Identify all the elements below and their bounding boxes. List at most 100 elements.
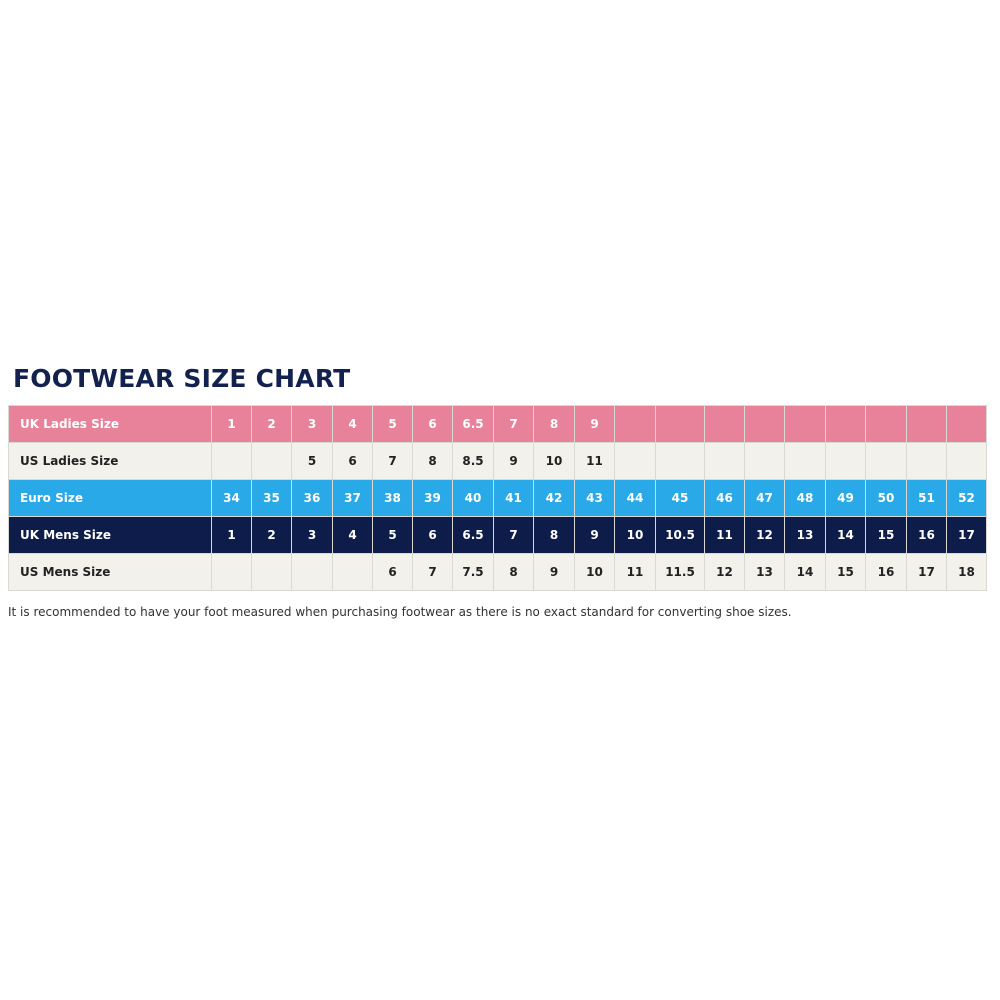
table-cell (784, 442, 826, 480)
table-cell: 51 (906, 479, 947, 517)
table-cell: 37 (332, 479, 373, 517)
table-cell (251, 553, 292, 591)
table-cell (291, 553, 333, 591)
table-cell: 8 (533, 516, 575, 554)
table-cell: 7 (493, 516, 534, 554)
table-cell: 18 (946, 553, 987, 591)
table-cell: 8 (533, 405, 575, 443)
table-row-uk-ladies-size: UK Ladies Size 1 2 3 4 5 6 6.5 7 8 9 (8, 405, 987, 443)
table-cell: 38 (372, 479, 413, 517)
table-cell: 7 (412, 553, 453, 591)
table-cell (704, 442, 745, 480)
table-cell: 6 (412, 516, 453, 554)
table-row-uk-mens-size: UK Mens Size 1 2 3 4 5 6 6.5 7 8 9 10 10.5 11 12 13 14 15… (8, 516, 987, 554)
table-cell: 17 (906, 553, 947, 591)
table-cell: 8 (412, 442, 453, 480)
table-cell: 14 (784, 553, 826, 591)
table-cell: 5 (372, 405, 413, 443)
table-cell: 46 (704, 479, 745, 517)
table-cell: 48 (784, 479, 826, 517)
table-cell: 11 (574, 442, 615, 480)
table-cell: 40 (452, 479, 494, 517)
table-cell: 2 (251, 405, 292, 443)
table-cell (906, 442, 947, 480)
table-cell: 11 (704, 516, 745, 554)
table-cell: 17 (946, 516, 987, 554)
table-cell: 9 (574, 516, 615, 554)
table-cell: 8 (493, 553, 534, 591)
table-cell: 6 (332, 442, 373, 480)
table-cell (946, 442, 987, 480)
table-cell (825, 405, 866, 443)
table-row-us-ladies-size: US Ladies Size 5 6 7 8 8.5 9 10 11 (8, 442, 987, 480)
table-cell: 10.5 (655, 516, 705, 554)
table-cell: 7 (493, 405, 534, 443)
table-cell: 5 (372, 516, 413, 554)
size-chart-table: UK Ladies Size 1 2 3 4 5 6 6.5 7 8 9 US Ladies Size… (8, 405, 987, 591)
row-label: UK Mens Size (8, 516, 212, 554)
table-cell: 39 (412, 479, 453, 517)
table-cell: 47 (744, 479, 785, 517)
table-cell (744, 405, 785, 443)
table-cell (655, 442, 705, 480)
table-cell: 14 (825, 516, 866, 554)
table-cell: 4 (332, 405, 373, 443)
table-cell: 9 (533, 553, 575, 591)
table-cell (865, 405, 907, 443)
table-cell: 43 (574, 479, 615, 517)
table-cell: 12 (744, 516, 785, 554)
table-cell: 10 (614, 516, 656, 554)
table-cell: 50 (865, 479, 907, 517)
table-cell: 6.5 (452, 405, 494, 443)
table-cell: 13 (784, 516, 826, 554)
table-cell: 7.5 (452, 553, 494, 591)
table-cell (784, 405, 826, 443)
table-cell: 42 (533, 479, 575, 517)
table-cell: 10 (533, 442, 575, 480)
table-cell (825, 442, 866, 480)
table-cell: 44 (614, 479, 656, 517)
table-cell: 16 (906, 516, 947, 554)
table-cell: 4 (332, 516, 373, 554)
table-cell: 11.5 (655, 553, 705, 591)
table-cell: 35 (251, 479, 292, 517)
table-cell: 1 (211, 516, 252, 554)
table-cell: 10 (574, 553, 615, 591)
table-cell: 15 (865, 516, 907, 554)
table-cell: 6.5 (452, 516, 494, 554)
table-cell: 9 (574, 405, 615, 443)
table-cell (614, 405, 656, 443)
table-cell: 3 (291, 405, 333, 443)
table-cell (614, 442, 656, 480)
table-cell: 16 (865, 553, 907, 591)
table-cell: 36 (291, 479, 333, 517)
table-cell: 12 (704, 553, 745, 591)
table-cell (211, 553, 252, 591)
table-cell: 13 (744, 553, 785, 591)
row-label: UK Ladies Size (8, 405, 212, 443)
table-cell: 6 (412, 405, 453, 443)
table-cell (655, 405, 705, 443)
table-cell: 45 (655, 479, 705, 517)
table-cell (332, 553, 373, 591)
table-cell (946, 405, 987, 443)
table-cell: 11 (614, 553, 656, 591)
row-label: Euro Size (8, 479, 212, 517)
table-cell (704, 405, 745, 443)
table-cell: 9 (493, 442, 534, 480)
table-cell: 7 (372, 442, 413, 480)
table-cell: 3 (291, 516, 333, 554)
table-cell (744, 442, 785, 480)
table-cell (211, 442, 252, 480)
table-cell: 8.5 (452, 442, 494, 480)
table-row-us-mens-size: US Mens Size 6 7 7.5 8 9 10 11 11.5 12 13 14 15 16 17 1… (8, 553, 987, 591)
table-cell: 5 (291, 442, 333, 480)
table-cell: 6 (372, 553, 413, 591)
table-cell (251, 442, 292, 480)
page-title: FOOTWEAR SIZE CHART (13, 364, 351, 393)
table-cell: 15 (825, 553, 866, 591)
table-cell (906, 405, 947, 443)
row-label: US Ladies Size (8, 442, 212, 480)
disclaimer-note: It is recommended to have your foot meas… (8, 605, 792, 619)
table-cell: 52 (946, 479, 987, 517)
